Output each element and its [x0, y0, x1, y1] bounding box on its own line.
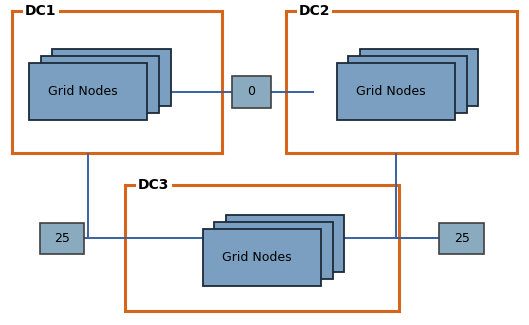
Text: DC1: DC1	[25, 4, 57, 18]
FancyBboxPatch shape	[29, 63, 148, 120]
FancyBboxPatch shape	[232, 75, 271, 108]
Text: 25: 25	[454, 232, 470, 245]
FancyBboxPatch shape	[52, 49, 170, 106]
FancyBboxPatch shape	[226, 215, 344, 272]
FancyBboxPatch shape	[203, 229, 321, 286]
Text: 25: 25	[54, 232, 70, 245]
Text: Grid Nodes: Grid Nodes	[48, 85, 118, 98]
FancyBboxPatch shape	[41, 56, 159, 113]
FancyBboxPatch shape	[40, 223, 84, 254]
Text: Grid Nodes: Grid Nodes	[222, 251, 291, 264]
FancyBboxPatch shape	[12, 11, 222, 153]
Text: DC2: DC2	[299, 4, 330, 18]
Text: 0: 0	[248, 85, 256, 98]
FancyBboxPatch shape	[214, 222, 333, 279]
FancyBboxPatch shape	[360, 49, 478, 106]
FancyBboxPatch shape	[125, 185, 399, 311]
FancyBboxPatch shape	[337, 63, 455, 120]
Text: Grid Nodes: Grid Nodes	[356, 85, 426, 98]
FancyBboxPatch shape	[440, 223, 484, 254]
Text: DC3: DC3	[138, 178, 170, 192]
FancyBboxPatch shape	[349, 56, 467, 113]
FancyBboxPatch shape	[286, 11, 517, 153]
